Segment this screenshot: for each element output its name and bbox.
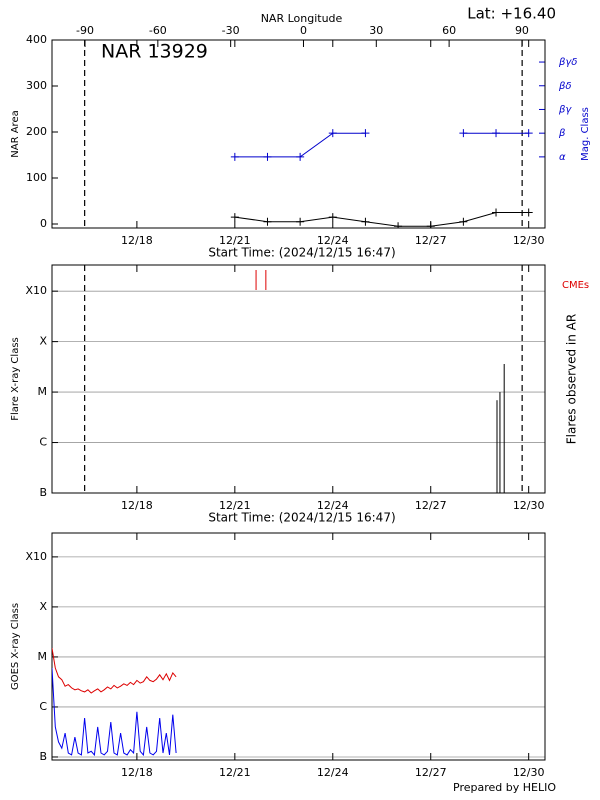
x-tick-label: 12/24: [317, 234, 349, 247]
series-marker: [492, 208, 501, 217]
chart-title: NAR 13929: [101, 41, 208, 63]
x2-tick-label: 30: [369, 24, 383, 37]
plot-frame: [51, 264, 546, 494]
series-line: [52, 648, 177, 694]
series-marker: [361, 129, 370, 138]
y2-tick-label: α: [559, 152, 566, 163]
y2-axis-title: Mag. Class: [580, 107, 591, 161]
series-marker: [492, 129, 501, 138]
y-tick-label: X: [39, 600, 47, 613]
series-marker: [230, 213, 239, 222]
series-marker: [459, 217, 468, 226]
series-marker: [394, 222, 403, 228]
y2-axis-title: Flares observed in AR: [565, 314, 579, 444]
x2-tick-label: -90: [76, 24, 94, 37]
subtitle: Start Time: (2024/12/15 16:47): [208, 246, 395, 260]
x-tick-label: 12/30: [513, 766, 545, 779]
y-tick-label: 0: [40, 217, 47, 230]
x-tick-label: 12/18: [121, 234, 153, 247]
y-tick-label: 400: [26, 33, 47, 46]
plot-frame: [51, 532, 546, 761]
y-tick-label: 200: [26, 125, 47, 138]
series-line: [234, 212, 529, 227]
x-tick-label: 12/21: [219, 234, 251, 247]
x-tick-label: 12/21: [219, 766, 251, 779]
x-tick-label: 12/30: [513, 499, 545, 512]
series-marker: [524, 129, 533, 138]
y-tick-label: B: [39, 750, 47, 763]
x-tick-label: 12/18: [121, 499, 153, 512]
y-tick-label: 100: [26, 171, 47, 184]
y-tick-label: X10: [25, 550, 47, 563]
x2-tick-label: 0: [300, 24, 307, 37]
x2-axis-title: NAR Longitude: [261, 12, 343, 25]
cme-legend: CMEs: [562, 280, 589, 291]
lat-annotation: Lat: +16.40: [467, 5, 556, 23]
x-tick-label: 12/27: [415, 499, 447, 512]
series-marker: [230, 152, 239, 161]
y-tick-label: X10: [25, 284, 47, 297]
y2-tick-label: βδ: [558, 81, 572, 92]
series-line: [52, 667, 177, 757]
y-tick-label: M: [38, 385, 48, 398]
x2-tick-label: -30: [222, 24, 240, 37]
y-tick-label: 300: [26, 79, 47, 92]
series-marker: [296, 152, 305, 161]
series-marker: [263, 152, 272, 161]
y-tick-label: C: [39, 700, 47, 713]
x2-tick-label: 90: [515, 24, 529, 37]
y2-tick-label: βγδ: [558, 57, 577, 68]
y-axis-title: NAR Area: [10, 110, 21, 157]
y2-tick-label: βγ: [558, 104, 572, 115]
series-marker: [361, 217, 370, 226]
x-tick-label: 12/21: [219, 499, 251, 512]
x-tick-label: 12/24: [317, 499, 349, 512]
x2-tick-label: -60: [149, 24, 167, 37]
footnote: Prepared by HELIO: [453, 781, 556, 794]
x-tick-label: 12/27: [415, 234, 447, 247]
series-marker: [263, 217, 272, 226]
x-tick-label: 12/30: [513, 234, 545, 247]
series-marker: [328, 213, 337, 222]
y-tick-label: M: [38, 650, 48, 663]
y-axis-title: Flare X-ray Class: [10, 337, 21, 421]
y2-tick-label: β: [558, 128, 566, 139]
x-tick-label: 12/24: [317, 766, 349, 779]
y-tick-label: X: [39, 335, 47, 348]
series-marker: [296, 217, 305, 226]
series-marker: [328, 129, 337, 138]
y-tick-label: C: [39, 436, 47, 449]
y-tick-label: B: [39, 486, 47, 499]
series-line: [234, 132, 529, 158]
y-axis-title: GOES X-ray Class: [10, 603, 21, 690]
series-marker: [426, 222, 435, 228]
subtitle: Start Time: (2024/12/15 16:47): [208, 511, 395, 525]
x-tick-label: 12/18: [121, 766, 153, 779]
x-tick-label: 12/27: [415, 766, 447, 779]
series-marker: [524, 208, 533, 217]
plot-frame: [51, 39, 546, 229]
x2-tick-label: 60: [442, 24, 456, 37]
series-marker: [459, 129, 468, 138]
